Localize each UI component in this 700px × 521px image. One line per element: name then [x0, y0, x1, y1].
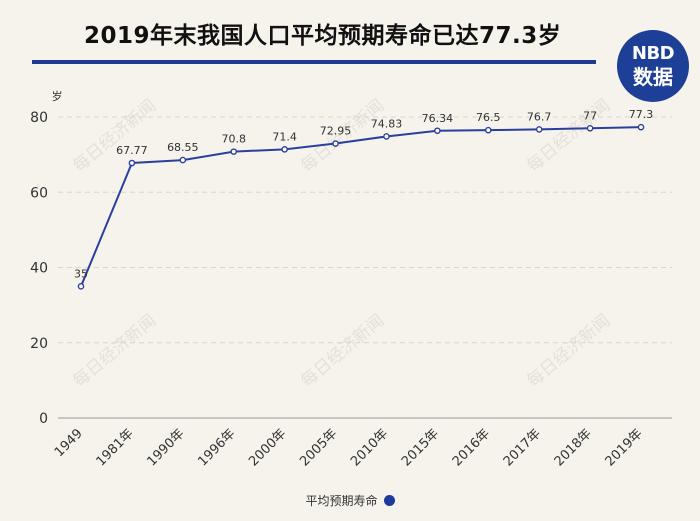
y-tick-label: 80: [30, 110, 48, 126]
watermark-text: 每日经济新闻: [523, 96, 614, 177]
x-tick-label: 2000年: [246, 426, 289, 469]
data-label: 76.5: [476, 111, 501, 124]
watermark-text: 每日经济新闻: [69, 96, 160, 177]
data-label: 77.3: [629, 108, 654, 121]
data-point: [434, 127, 441, 135]
watermark-text: 每日经济新闻: [297, 311, 388, 392]
nbd-logo: NBD 数据: [617, 30, 689, 102]
x-tick-label: 2018年: [552, 426, 595, 469]
chart-title: 2019年末我国人口平均预期寿命已达77.3岁: [84, 23, 562, 49]
data-label: 74.83: [371, 117, 403, 130]
x-tick-label: 1949: [52, 426, 86, 460]
x-tick-label: 2017年: [501, 426, 544, 469]
logo-text-nbd: NBD: [631, 43, 675, 64]
x-tick-label: 2005年: [297, 426, 340, 469]
y-axis: 0 20 40 60 80 岁: [30, 89, 62, 427]
y-axis-unit: 岁: [52, 89, 63, 103]
x-tick-label: 2016年: [450, 426, 493, 469]
y-tick-label: 0: [39, 411, 48, 427]
y-tick-label: 20: [30, 336, 48, 352]
data-point: [535, 126, 543, 133]
data-point: [637, 123, 645, 131]
legend-swatch: [383, 495, 395, 506]
data-point: [383, 133, 390, 140]
watermark-text: 每日经济新闻: [523, 311, 614, 392]
data-point: [128, 159, 136, 167]
x-tick-label: 2010年: [348, 426, 391, 469]
x-tick-label: 2019年: [603, 426, 646, 469]
grid-lines: [58, 116, 672, 419]
data-point: [332, 140, 339, 147]
data-point: [281, 146, 288, 153]
data-label: 71.4: [272, 130, 297, 143]
data-label: 68.55: [167, 141, 199, 154]
data-label: 72.95: [320, 125, 352, 138]
data-point: [230, 148, 238, 155]
x-axis: 1949 1981年 1990年 1996年 2000年 2005年 2010年 2015年 2…: [52, 426, 646, 469]
series-line: [80, 126, 642, 287]
series-layer: 35 67.77 68.55 70.8 71.4 72.95 74.83 76.34 76.5 7…: [74, 108, 654, 290]
data-point: [179, 156, 187, 164]
data-point: [484, 126, 492, 134]
watermark-text: 每日经济新闻: [69, 311, 160, 392]
x-tick-label: 1996年: [195, 426, 238, 469]
legend: 平均预期寿命: [0, 492, 700, 509]
logo-text-data: 数据: [633, 65, 673, 89]
legend-label: 平均预期寿命: [305, 494, 378, 508]
title-underline: [32, 60, 596, 64]
data-point: [77, 283, 85, 290]
data-label: 77: [583, 109, 597, 122]
x-tick-label: 1990年: [144, 426, 187, 469]
data-point: [586, 124, 594, 132]
data-label: 67.77: [116, 144, 148, 157]
y-tick-label: 40: [30, 261, 48, 277]
data-label: 35: [74, 267, 88, 280]
data-label: 70.8: [221, 133, 246, 146]
data-label: 76.34: [422, 112, 454, 125]
y-tick-label: 60: [30, 185, 48, 201]
x-tick-label: 2015年: [399, 426, 442, 469]
data-label: 76.7: [527, 110, 552, 123]
x-tick-label: 1981年: [94, 426, 137, 469]
